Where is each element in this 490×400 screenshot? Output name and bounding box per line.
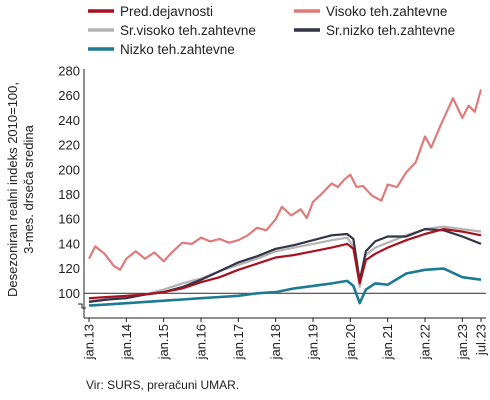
x-tick-label: jul.23	[474, 324, 489, 356]
x-tick-label: jan.18	[268, 324, 283, 360]
x-tick-label: jan.13	[82, 324, 97, 360]
y-tick-label: 160	[58, 212, 80, 227]
legend-label: Sr.visoko teh.zahtevne	[120, 23, 256, 38]
y-tick-label: 240	[58, 113, 80, 128]
series-line-2	[88, 89, 483, 271]
x-tick-label: jan.15	[156, 324, 171, 360]
x-axis-ticks: jan.13 jan.14 jan.15 jan.16 jan.17 jan.18 jan.…	[82, 318, 489, 360]
y-tick-label: 260	[58, 88, 80, 103]
series-line-1	[88, 228, 482, 300]
x-tick-label: jan.16	[194, 324, 209, 360]
chart-legend: Pred.dejavnosti Visoko teh.zahtevne Sr.vis…	[88, 4, 455, 57]
y-tick-label: 180	[58, 187, 80, 202]
y-axis-ticks: 100 120 140 160 180 200 220 240 260 280	[58, 64, 80, 301]
x-tick-label: jan.22	[418, 324, 433, 360]
y-tick-label: 100	[58, 286, 80, 301]
y-tick-label: 140	[58, 236, 80, 251]
y-tick-label: 200	[58, 162, 80, 177]
y-axis-label-line: 3-mes. drseča sredina	[21, 124, 36, 253]
y-axis-label-line: Desezoniran realni indeks 2010=100,	[5, 82, 20, 297]
legend-label: Visoko teh.zahtevne	[326, 4, 447, 19]
x-tick-label: jan.20	[343, 324, 358, 360]
plot-frame	[78, 69, 486, 319]
y-tick-label: 220	[58, 138, 80, 153]
x-tick-label: jan.14	[119, 324, 134, 360]
legend-label: Nizko teh.zahtevne	[120, 42, 235, 57]
x-tick-label: jan.21	[380, 324, 395, 360]
source-note: Vir: SURS, preračuni UMAR.	[86, 378, 240, 392]
x-tick-label: jan.19	[306, 324, 321, 360]
legend-label: Pred.dejavnosti	[120, 4, 213, 19]
legend-label: Sr.nizko teh.zahtevne	[326, 23, 455, 38]
series-line-5	[88, 267, 482, 307]
y-tick-label: 280	[58, 64, 80, 79]
x-tick-label: jan.17	[231, 324, 246, 360]
series-line-3	[88, 225, 482, 302]
y-tick-label: 120	[58, 261, 80, 276]
series-lines	[88, 89, 483, 307]
axis-break-mark	[78, 303, 86, 309]
y-axis-label: Desezoniran realni indeks 2010=100, 3-mes…	[5, 82, 36, 297]
x-tick-label: jan.23	[455, 324, 470, 360]
